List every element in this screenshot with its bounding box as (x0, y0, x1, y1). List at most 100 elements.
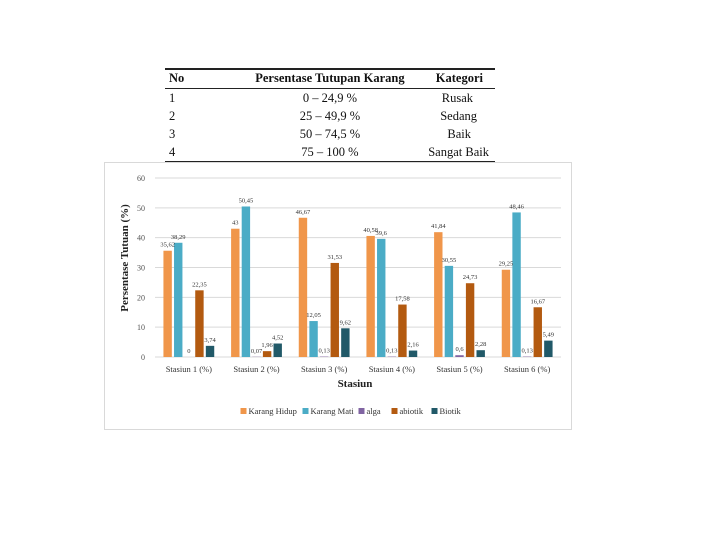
bar-biotik (544, 340, 553, 357)
y-tick-label: 60 (137, 174, 145, 183)
cell-category: Baik (447, 127, 471, 141)
data-label: 38,29 (171, 234, 186, 241)
table-header-row: No Persentase Tutupan Karang Kategori (165, 68, 495, 89)
bar-abiotik (330, 262, 339, 357)
bar-karang-hidup (298, 217, 308, 357)
data-label: 9,62 (340, 319, 351, 326)
bar-biotik (476, 350, 485, 357)
legend: Karang Hidup Karang Mati alga abiotik Biotik (240, 406, 462, 416)
x-axis-ticks: Stasiun 1 (%) Stasiun 2 (%) Stasiun 3 (%) S… (166, 364, 551, 374)
x-tick-label: Stasiun 5 (%) (436, 364, 482, 374)
bar-karang-hidup (366, 235, 375, 357)
cell-category: Sedang (440, 109, 477, 123)
cell-range: 0 – 24,9 % (302, 91, 357, 105)
data-label: 46,67 (296, 209, 311, 216)
legend-swatch (358, 408, 365, 414)
legend-swatch (240, 408, 247, 414)
data-label: 39,6 (376, 230, 388, 237)
data-label: 29,25 (499, 261, 514, 268)
x-tick-label: Stasiun 4 (%) (369, 364, 415, 374)
bar-biotik (341, 328, 350, 357)
data-label: 17,58 (395, 296, 410, 303)
data-label: 0,07 (251, 348, 263, 355)
y-tick-label: 30 (137, 264, 145, 273)
table-row: 3 50 – 74,5 % Baik (165, 125, 495, 143)
legend-label: abiotik (400, 406, 424, 416)
col-header-category: Kategori (416, 68, 495, 89)
data-label: 30,55 (442, 257, 457, 264)
table-row: 1 0 – 24,9 % Rusak (165, 89, 495, 108)
legend-label: Karang Hidup (249, 406, 297, 416)
bar-karang-hidup (163, 250, 172, 357)
legend-swatch (302, 408, 309, 414)
cell-category: Rusak (441, 91, 473, 105)
bar-abiotik (533, 307, 542, 357)
cell-no: 3 (169, 127, 176, 141)
data-label: 2,28 (475, 341, 486, 348)
data-label: 0 (187, 348, 190, 355)
data-label: 48,46 (509, 203, 524, 210)
x-tick-label: Stasiun 6 (%) (504, 364, 550, 374)
y-tick-label: 0 (141, 353, 145, 362)
cell-category: Sangat Baik (416, 143, 495, 163)
data-label: 1,96 (261, 342, 273, 349)
cell-range: 50 – 74,5 % (299, 127, 361, 141)
chart-frame: 0 10 20 30 40 50 60 35,62 38,29 0 22,35 3,74 43 50,4… (104, 162, 572, 430)
bar-abiotik (195, 290, 204, 357)
bar-karang-mati (174, 242, 183, 357)
data-label: 2,16 (407, 342, 419, 349)
bar-karang-mati (309, 321, 318, 357)
legend-swatch (431, 408, 438, 414)
bar-karang-mati (377, 238, 386, 357)
legend-label: Karang Mati (311, 406, 355, 416)
y-tick-label: 40 (137, 234, 145, 243)
legend-label: alga (367, 406, 381, 416)
bar-alga (455, 355, 464, 357)
cell-range: 75 – 100 % (243, 143, 417, 163)
cell-no: 4 (165, 143, 243, 163)
data-label: 22,35 (192, 281, 207, 288)
cell-no: 1 (169, 91, 176, 105)
bar-karang-mati (444, 265, 454, 357)
y-tick-label: 10 (137, 323, 145, 332)
data-label: 24,73 (463, 274, 478, 281)
data-label: 41,84 (431, 223, 446, 230)
bar-abiotik (398, 304, 407, 357)
bar-biotik (273, 343, 282, 357)
col-header-percentage: Persentase Tutupan Karang (243, 68, 417, 89)
bar-karang-hidup (434, 232, 443, 357)
data-label: 16,67 (530, 298, 545, 305)
y-tick-label: 20 (137, 293, 145, 302)
gridlines (155, 177, 561, 358)
bars (163, 206, 553, 357)
y-tick-label: 50 (137, 204, 145, 213)
bar-karang-hidup (501, 269, 511, 357)
x-tick-label: Stasiun 1 (%) (166, 364, 212, 374)
category-table: No Persentase Tutupan Karang Kategori 1 … (165, 68, 495, 163)
col-header-no: No (165, 68, 243, 89)
data-label: 3,74 (204, 337, 216, 344)
data-label: 31,53 (327, 254, 342, 261)
y-axis-title: Persentase Tutuan (%) (119, 204, 131, 312)
x-axis-title: Stasiun (338, 378, 373, 390)
table-row: 2 25 – 49,9 % Sedang (165, 107, 495, 125)
x-tick-label: Stasiun 3 (%) (301, 364, 347, 374)
bar-abiotik (262, 351, 272, 357)
data-label: 5,49 (543, 332, 554, 339)
data-label: 0,13 (318, 348, 329, 355)
data-label: 35,62 (160, 242, 175, 249)
legend-swatch (391, 408, 398, 414)
bar-biotik (408, 350, 418, 357)
bar-karang-mati (512, 212, 521, 357)
data-label: 43 (232, 220, 239, 227)
data-label: 12,05 (306, 312, 321, 319)
legend-label: Biotik (440, 406, 462, 416)
table-row: 4 75 – 100 % Sangat Baik (165, 143, 495, 163)
data-label: 0,6 (455, 346, 464, 353)
bar-abiotik (465, 283, 475, 357)
data-label: 40,58 (363, 227, 378, 234)
data-label: 0,13 (521, 348, 532, 355)
bar-karang-mati (241, 206, 251, 357)
